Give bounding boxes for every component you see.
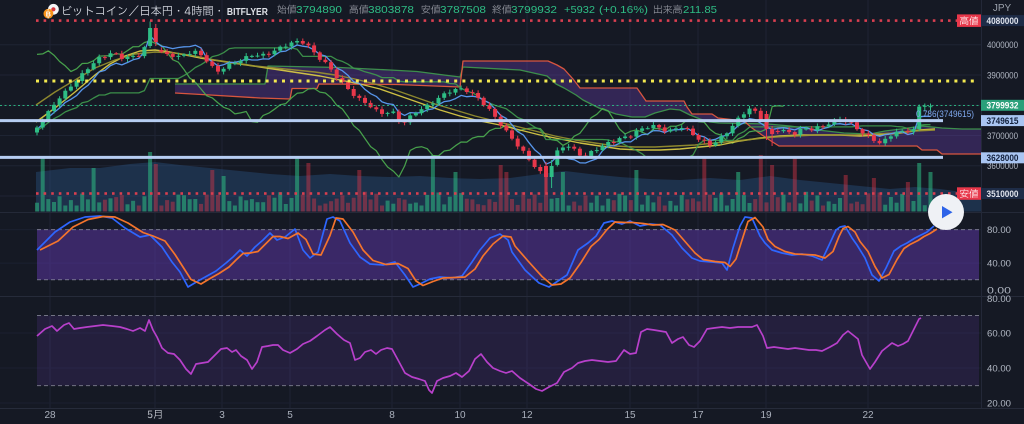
- svg-text:80.00: 80.00: [987, 294, 1011, 305]
- svg-text:4080000: 4080000: [987, 16, 1019, 27]
- svg-text:20.00: 20.00: [987, 398, 1011, 409]
- svg-text:40.00: 40.00: [987, 363, 1011, 374]
- svg-text:JPY: JPY: [993, 3, 1012, 14]
- svg-text:(+0.16%): (+0.16%): [599, 4, 648, 16]
- svg-text:3799932: 3799932: [511, 4, 557, 16]
- svg-text:12: 12: [521, 410, 533, 421]
- svg-text:28: 28: [44, 410, 56, 421]
- svg-text:3794890: 3794890: [296, 4, 342, 16]
- svg-text:10: 10: [454, 410, 466, 421]
- svg-text:3749615: 3749615: [987, 116, 1020, 127]
- svg-text:60.00: 60.00: [987, 328, 1011, 339]
- svg-text:B: B: [46, 10, 51, 19]
- svg-text:3799932: 3799932: [987, 101, 1019, 112]
- svg-text:0.00: 0.00: [987, 285, 1011, 296]
- svg-text:3803878: 3803878: [368, 4, 414, 16]
- svg-text:3700000: 3700000: [987, 131, 1018, 142]
- svg-text:3: 3: [219, 410, 225, 421]
- svg-text:40.00: 40.00: [987, 258, 1011, 269]
- svg-text:0.786(3749615): 0.786(3749615): [916, 109, 974, 120]
- svg-text:5: 5: [287, 410, 293, 421]
- svg-text:+5932: +5932: [564, 4, 595, 16]
- svg-text:17: 17: [692, 410, 704, 421]
- svg-text:BITFLYER: BITFLYER: [227, 7, 269, 18]
- svg-text:19: 19: [760, 410, 772, 421]
- svg-text:15: 15: [624, 410, 636, 421]
- svg-text:3600000: 3600000: [987, 161, 1018, 172]
- svg-text:3900000: 3900000: [987, 70, 1018, 81]
- svg-text:4000000: 4000000: [987, 40, 1018, 51]
- svg-text:80.00: 80.00: [987, 225, 1011, 236]
- svg-text:3510000: 3510000: [987, 189, 1019, 200]
- svg-text:8: 8: [389, 410, 395, 421]
- svg-text:3628000: 3628000: [987, 153, 1019, 164]
- svg-text:22: 22: [862, 410, 874, 421]
- svg-text:3787508: 3787508: [440, 4, 486, 16]
- svg-text:211.85: 211.85: [683, 4, 717, 16]
